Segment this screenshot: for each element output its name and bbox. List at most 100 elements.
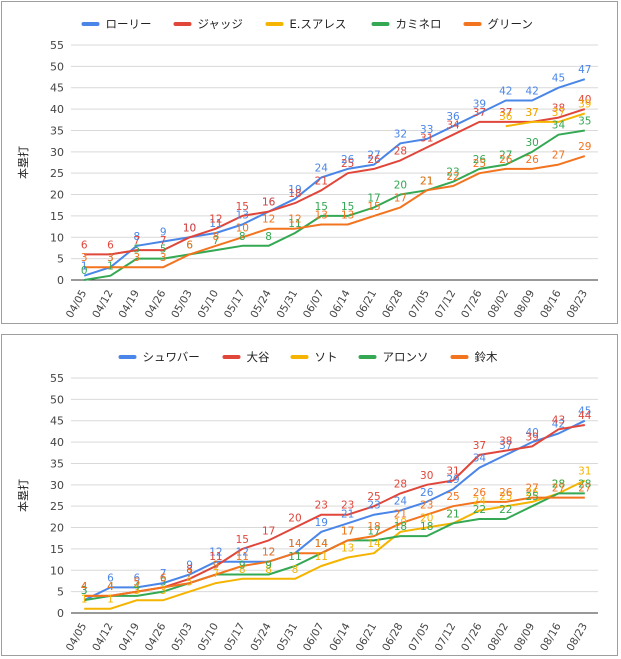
x-tick-label: 07/05 <box>406 288 432 320</box>
data-label: 22 <box>473 504 486 516</box>
chart-panel-bottom: 0 5 10 15 20 25 30 35 40 45 50 55 04/05 04/12 04/19 04/… <box>1 334 618 656</box>
data-label: 14 <box>288 538 302 550</box>
x-tick-label: 05/24 <box>248 621 274 653</box>
data-label: 26 <box>473 487 487 499</box>
data-label: 23 <box>420 500 433 512</box>
data-label: 8 <box>292 564 299 576</box>
series-line <box>505 112 586 128</box>
legend-label: ソト <box>315 350 338 364</box>
data-label: 10 <box>183 222 196 234</box>
data-label: 6 <box>81 239 88 251</box>
x-tick-label: 04/19 <box>117 621 143 653</box>
data-label: 39 <box>473 98 486 110</box>
y-tick-label: 30 <box>50 479 64 492</box>
y-tick-label: 20 <box>50 189 64 202</box>
data-label: 29 <box>578 141 591 153</box>
x-tick-label: 04/05 <box>64 621 90 653</box>
y-tick-label: 35 <box>50 457 64 470</box>
data-label: 3 <box>81 585 88 597</box>
y-axis-label: 本塁打 <box>16 146 30 179</box>
data-label: 9 <box>160 227 167 239</box>
data-label: 14 <box>315 538 329 550</box>
legend-label: 大谷 <box>247 350 270 364</box>
x-tick-label: 07/12 <box>433 288 459 320</box>
data-label: 18 <box>288 188 301 200</box>
y-tick-label: 55 <box>50 372 64 385</box>
data-label: 22 <box>499 504 512 516</box>
data-label: 21 <box>394 508 407 520</box>
x-tick-label: 05/03 <box>169 288 195 320</box>
y-tick-label: 45 <box>50 82 64 95</box>
x-tick-label: 05/10 <box>196 288 222 320</box>
data-label: 45 <box>552 73 565 85</box>
x-tick-label: 08/09 <box>512 288 538 320</box>
data-label: 31 <box>578 466 591 478</box>
data-label: 47 <box>578 64 591 76</box>
data-label: 7 <box>186 568 193 580</box>
data-label: 23 <box>446 167 459 179</box>
data-label: 12 <box>262 547 275 559</box>
data-label: 23 <box>367 500 380 512</box>
legend-label: カミネロ <box>396 17 442 31</box>
data-label: 8 <box>213 231 220 243</box>
x-tick-label: 04/05 <box>64 288 90 320</box>
data-label: 9 <box>239 560 246 572</box>
data-label: 7 <box>213 235 220 247</box>
data-label: 14 <box>288 538 302 550</box>
y-tick-label: 40 <box>50 103 64 116</box>
data-label: 17 <box>341 525 354 537</box>
data-label: 13 <box>315 209 328 221</box>
y-tick-label: 10 <box>50 564 64 577</box>
data-label: 22 <box>446 171 459 183</box>
x-tick-label: 06/28 <box>380 621 406 653</box>
data-label: 6 <box>186 239 193 251</box>
data-label: 37 <box>525 107 538 119</box>
data-label: 8 <box>239 231 246 243</box>
data-label: 25 <box>473 158 486 170</box>
data-label: 3 <box>107 252 114 264</box>
data-label: 3 <box>107 252 114 264</box>
data-label: 11 <box>209 551 222 563</box>
data-label: 30 <box>525 137 538 149</box>
data-label: 26 <box>420 487 434 499</box>
data-label: 19 <box>315 517 328 529</box>
data-label: 36 <box>446 111 460 123</box>
data-label: 17 <box>341 525 354 537</box>
data-label: 17 <box>367 525 380 537</box>
data-label: 27 <box>525 483 538 495</box>
x-tick-label: 06/07 <box>301 288 327 320</box>
data-label: 34 <box>473 453 487 465</box>
data-label: 6 <box>107 239 114 251</box>
data-label: 18 <box>420 521 433 533</box>
x-tick-label: 04/26 <box>143 621 169 653</box>
series-line <box>84 496 585 597</box>
data-label: 45 <box>578 406 591 418</box>
data-label: 4 <box>107 581 114 593</box>
data-label: 9 <box>213 560 220 572</box>
data-label: 3 <box>81 585 88 597</box>
data-label: 28 <box>552 478 565 490</box>
data-label: 31 <box>420 133 433 145</box>
data-label: 13 <box>341 542 354 554</box>
legend-label: グリーン <box>488 17 533 31</box>
data-label: 23 <box>341 500 354 512</box>
data-label: 4 <box>107 581 114 593</box>
x-tick-label: 08/23 <box>564 621 590 653</box>
data-label: 40 <box>578 94 591 106</box>
data-label: 12 <box>288 214 301 226</box>
data-label: 17 <box>367 192 380 204</box>
data-label: 25 <box>367 491 380 503</box>
data-label: 15 <box>367 201 380 213</box>
data-label: 37 <box>499 107 512 119</box>
data-label: 26 <box>499 154 513 166</box>
data-label: 26 <box>499 487 513 499</box>
data-label: 24 <box>473 495 487 507</box>
y-tick-label: 15 <box>50 210 64 223</box>
data-label: 8 <box>265 231 272 243</box>
data-label: 12 <box>209 214 222 226</box>
series-line <box>84 108 586 256</box>
data-label: 42 <box>525 86 538 98</box>
x-tick-label: 06/14 <box>327 621 353 653</box>
data-label: 3 <box>134 585 141 597</box>
